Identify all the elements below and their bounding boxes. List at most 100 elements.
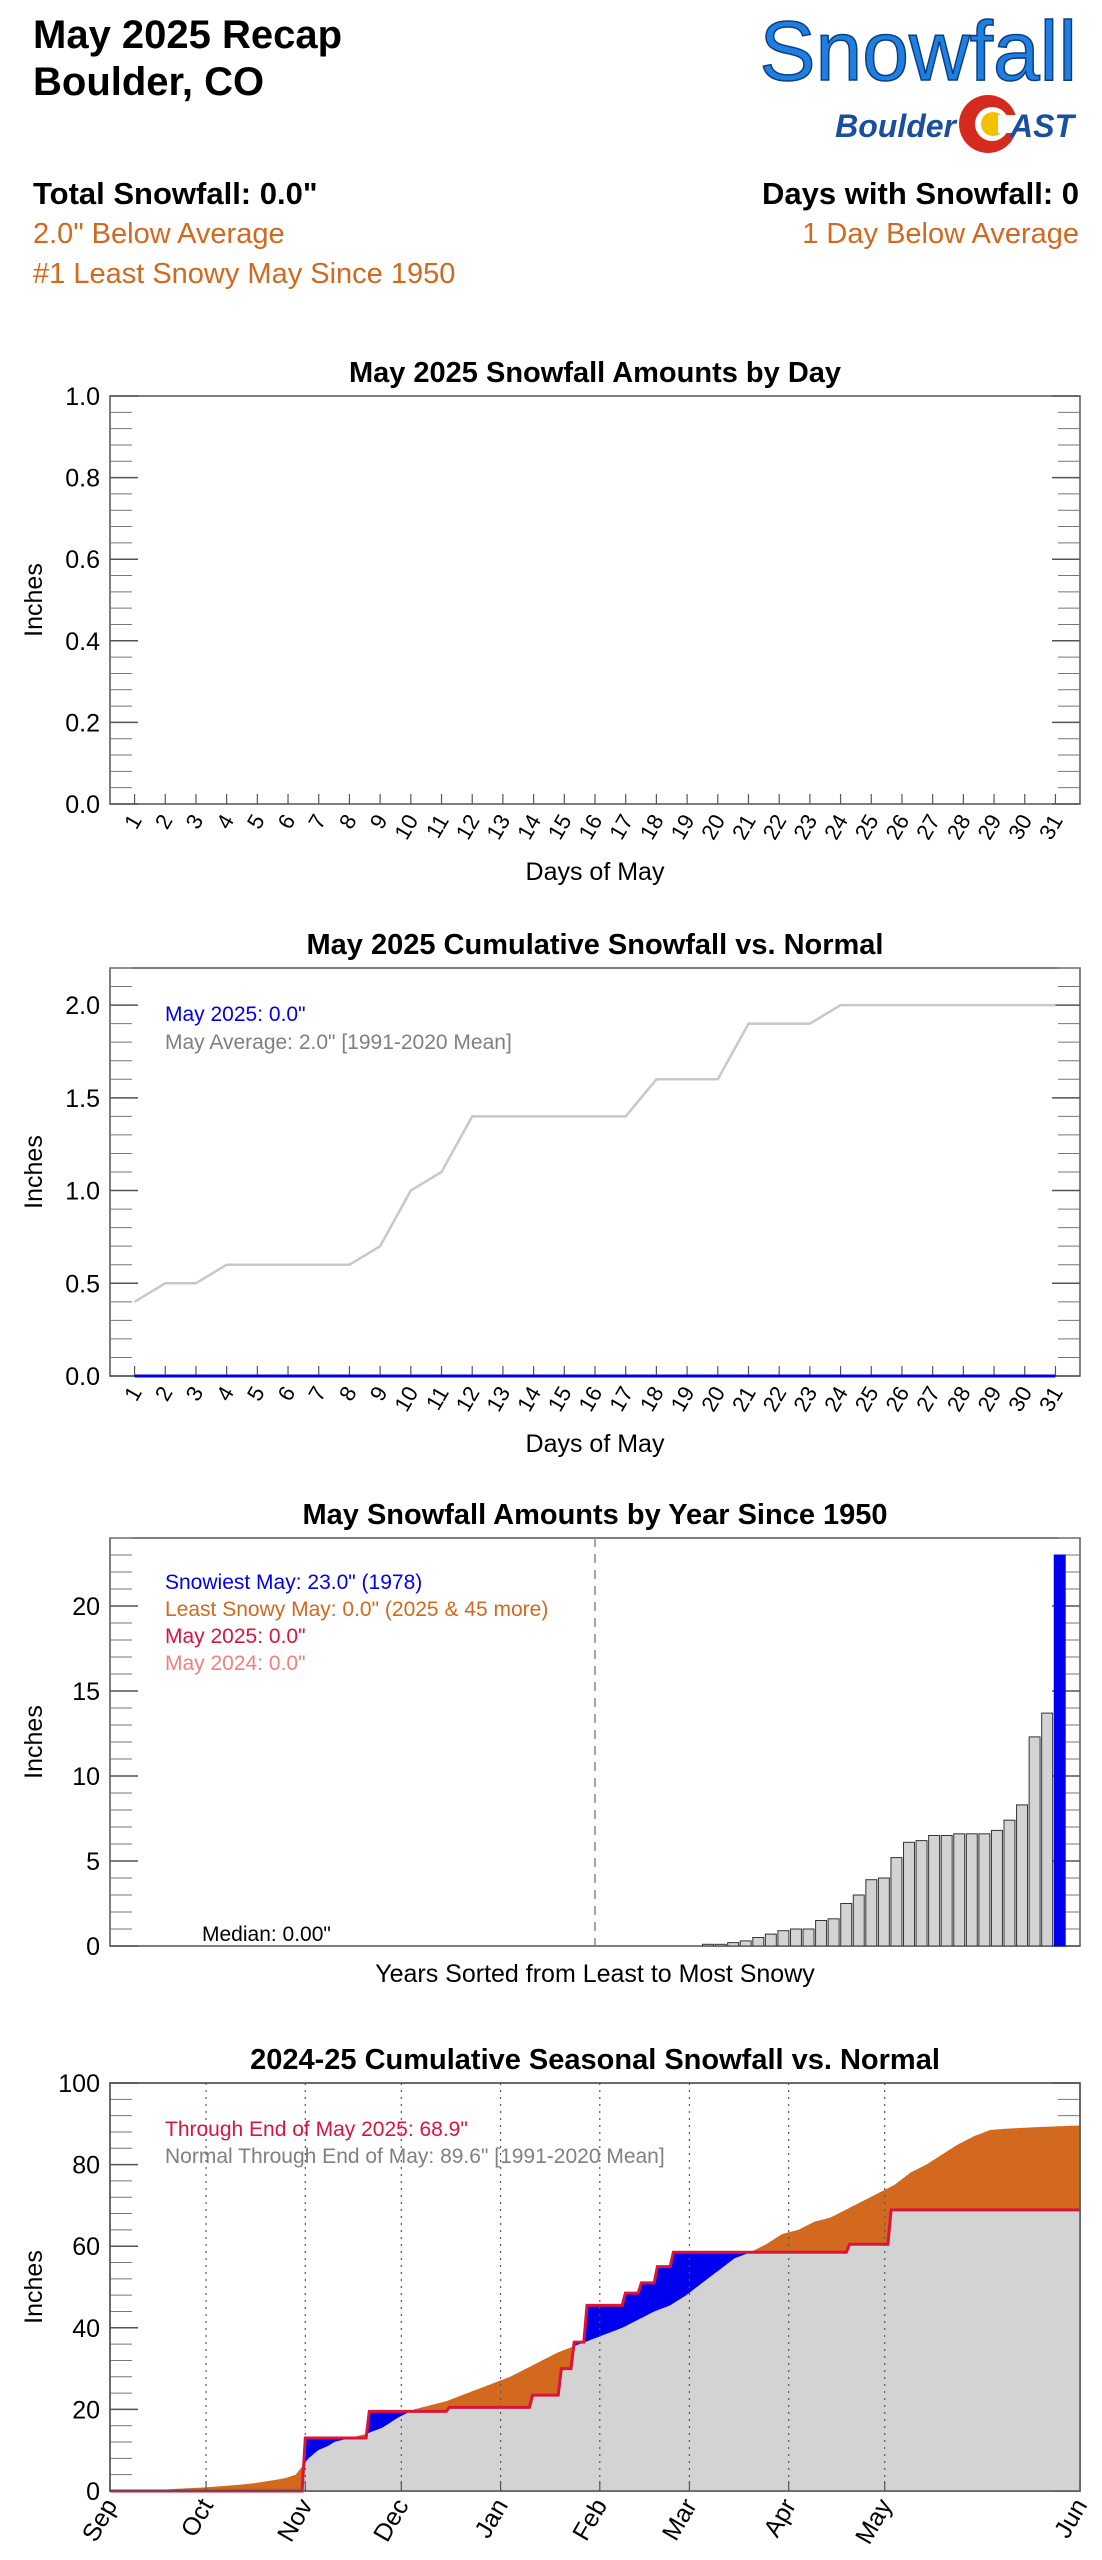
days-vs-average: 1 Day Below Average [802,218,1079,250]
cumulative-may-chart-x-tick-label: 5 [242,1382,270,1405]
yearly-snowfall-chart-bar [890,1857,903,1947]
daily-snowfall-chart-y-tick-label: 0.8 [65,465,100,493]
cumulative-may-chart-x-tick-label: 2 [150,1382,178,1405]
daily-snowfall-chart-x-tick-label: 29 [972,810,1006,844]
daily-snowfall-chart-x-tick-label: 22 [758,810,792,844]
yearly-snowfall-chart-bar [777,1930,790,1947]
yearly-snowfall-chart-bar [965,1833,978,1947]
bouldercast-logo: Snowfall Boulder AST [759,3,1078,153]
cumulative-may-chart-y-tick-label: 1.5 [65,1085,100,1113]
cumulative-may-chart-y-axis-label: Inches [20,1135,48,1209]
daily-snowfall-chart-x-tick-label: 7 [303,810,331,833]
seasonal-snowfall-chart-month-label: Dec [368,2494,414,2547]
daily-snowfall-chart-x-tick-label: 3 [181,810,209,833]
yearly-snowfall-chart-bar [940,1835,953,1947]
cumulative-may-chart-x-tick-label: 24 [819,1382,853,1416]
daily-snowfall-chart-x-tick-label: 24 [819,810,853,844]
cumulative-may-chart-average-line [133,1003,1056,1303]
total-snowfall-label: Total Snowfall: 0.0" [33,176,318,211]
yearly-snowfall-chart-bar [928,1835,941,1947]
daily-snowfall-chart-x-axis-label: Days of May [526,858,665,886]
daily-snowfall-chart-y-tick-label: 0.0 [65,791,100,819]
recap-title: May 2025 Recap [33,13,342,57]
cumulative-may-chart-x-tick-label: 28 [942,1382,976,1416]
daily-snowfall-chart-title: May 2025 Snowfall Amounts by Day [349,357,841,389]
daily-snowfall-chart-x-tick-label: 21 [727,810,761,844]
daily-snowfall-chart-x-tick-label: 4 [211,810,239,833]
cumulative-may-chart-y-tick-label: 0.0 [65,1363,100,1391]
logo-boulder-text: Boulder [835,108,957,144]
days-with-snowfall-label: Days with Snowfall: 0 [762,176,1079,211]
daily-snowfall-chart-x-tick-label: 31 [1034,810,1068,844]
yearly-snowfall-chart-legend-item: Snowiest May: 23.0" (1978) [165,1571,422,1594]
yearly-snowfall-chart-legend-item: Least Snowy May: 0.0" (2025 & 45 more) [165,1598,548,1621]
daily-snowfall-chart-x-tick-label: 25 [850,810,884,844]
total-vs-average: 2.0" Below Average [33,218,285,250]
yearly-snowfall-chart-title: May Snowfall Amounts by Year Since 1950 [302,1499,887,1531]
yearly-snowfall-chart-y-tick-label: 15 [72,1678,100,1706]
yearly-snowfall-chart-bar [990,1829,1003,1947]
cumulative-may-chart-x-tick-label: 19 [666,1382,700,1416]
logo-ast-text: AST [1009,108,1076,144]
yearly-snowfall-chart-bar [865,1879,878,1947]
daily-snowfall-chart-x-tick-label: 6 [273,810,301,833]
daily-snowfall-chart-x-tick-label: 17 [604,810,638,844]
yearly-snowfall-chart-bar [953,1833,966,1947]
yearly-snowfall-chart-y-tick-label: 5 [86,1848,100,1876]
daily-snowfall-chart-x-tick-label: 11 [421,810,454,842]
daily-snowfall-chart-x-tick-label: 27 [911,810,945,844]
cumulative-may-chart-title: May 2025 Cumulative Snowfall vs. Normal [307,929,884,961]
cumulative-may-chart-x-tick-label: 12 [451,1382,485,1416]
yearly-snowfall-chart-bar [978,1833,991,1947]
cumulative-may-chart-x-tick-label: 22 [758,1382,792,1416]
daily-snowfall-chart-x-tick-label: 12 [451,810,485,844]
daily-snowfall-chart-y-tick-label: 0.6 [65,546,100,574]
seasonal-snowfall-chart-y-tick-label: 80 [72,2152,100,2180]
yearly-snowfall-chart-bar [840,1903,853,1947]
cumulative-may-chart-legend-average: May Average: 2.0" [1991-2020 Mean] [165,1031,512,1054]
seasonal-snowfall-chart-plot-border [109,2082,1081,2492]
cumulative-may-chart-x-tick-label: 8 [334,1382,362,1405]
daily-snowfall-chart-y-tick-label: 0.4 [65,628,100,656]
yearly-snowfall-chart-bar [764,1933,777,1947]
daily-snowfall-chart-x-tick-label: 9 [365,810,393,833]
daily-snowfall-chart-x-tick-label: 19 [666,810,700,844]
daily-snowfall-chart-x-tick-label: 28 [942,810,976,844]
yearly-snowfall-chart-y-tick-label: 20 [72,1593,100,1621]
cumulative-may-chart-x-tick-label: 7 [303,1382,331,1405]
yearly-snowfall-chart-bar [1028,1736,1041,1947]
yearly-snowfall-chart-y-tick-label: 10 [72,1763,100,1791]
cumulative-may-chart-x-tick-label: 13 [481,1382,515,1416]
yearly-snowfall-chart-legend-item: May 2024: 0.0" [165,1652,306,1675]
seasonal-snowfall-chart-month-label: Oct [176,2494,220,2542]
daily-snowfall-chart-x-tick-label: 18 [635,810,669,844]
cumulative-may-chart-y-tick-label: 1.0 [65,1178,100,1206]
cumulative-may-chart-x-tick-label: 1 [119,1382,147,1405]
colorado-c-icon [959,95,1020,153]
yearly-snowfall-chart-bar [903,1841,915,1947]
daily-snowfall-chart-x-tick-label: 8 [334,810,362,833]
yearly-snowfall-chart-bar [877,1877,890,1947]
daily-snowfall-chart: May 2025 Snowfall Amounts by Day Inches 0.… [20,357,1081,886]
yearly-snowfall-chart-bar [789,1928,802,1947]
cumulative-may-chart-x-tick-label: 6 [273,1382,301,1405]
seasonal-snowfall-chart-y-axis-label: Inches [20,2250,48,2324]
cumulative-may-chart-x-tick-label: 4 [211,1382,239,1405]
cumulative-may-chart-x-tick-label: 14 [512,1382,546,1416]
cumulative-may-chart-x-axis-label: Days of May [526,1430,665,1458]
cumulative-may-chart-y-tick-label: 2.0 [65,992,100,1020]
seasonal-snowfall-chart-legend-actual: Through End of May 2025: 68.9" [165,2118,468,2141]
cumulative-may-chart-x-tick-label: 29 [972,1382,1006,1416]
cumulative-may-chart-x-tick-label: 21 [727,1382,761,1416]
yearly-snowfall-chart-y-axis-label: Inches [20,1705,48,1779]
yearly-snowfall-chart-median-label: Median: 0.00" [202,1923,331,1946]
seasonal-snowfall-chart-y-tick-label: 20 [72,2396,100,2424]
cumulative-may-chart-x-tick-label: 10 [389,1382,423,1416]
seasonal-snowfall-chart-legend-normal: Normal Through End of May: 89.6" [1991-2… [165,2145,665,2168]
seasonal-snowfall-chart-month-label: Apr [758,2494,802,2542]
yearly-snowfall-chart-bar [815,1920,828,1947]
daily-snowfall-chart-x-tick-label: 1 [119,810,147,833]
yearly-snowfall-chart-bar [1041,1712,1054,1947]
seasonal-snowfall-chart-shared-area [110,2209,1080,2491]
